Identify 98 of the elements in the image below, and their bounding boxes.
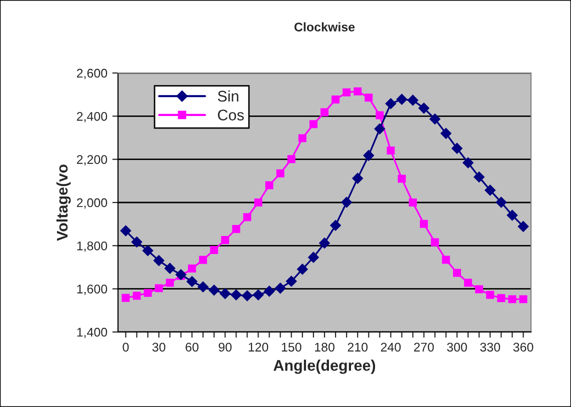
x-tick-label: 360 xyxy=(513,342,534,352)
point xyxy=(230,289,242,300)
x-tick-label: 0 xyxy=(122,342,129,352)
point xyxy=(386,146,395,154)
point xyxy=(374,123,386,134)
point xyxy=(153,255,164,266)
point xyxy=(442,256,450,264)
point xyxy=(142,245,154,256)
point xyxy=(385,98,396,110)
point xyxy=(418,102,430,114)
point xyxy=(274,282,286,294)
point xyxy=(186,276,198,287)
point xyxy=(265,181,274,190)
y-tick-label: 2,200 xyxy=(76,155,108,166)
point xyxy=(208,284,220,296)
point xyxy=(330,220,341,231)
point xyxy=(506,210,518,221)
point xyxy=(254,198,262,206)
legend-label: Sin xyxy=(218,90,238,102)
point xyxy=(519,295,528,304)
point xyxy=(452,142,462,154)
point xyxy=(429,114,440,124)
chart-title: Clockwise xyxy=(294,22,355,32)
point xyxy=(486,290,494,299)
y-tick-label: 1,600 xyxy=(77,284,108,295)
point xyxy=(309,120,318,128)
x-axis-title: Angle(degree) xyxy=(274,360,376,374)
point xyxy=(319,238,330,249)
point xyxy=(166,278,174,287)
point xyxy=(376,111,384,120)
legend-label: Cos xyxy=(218,110,244,120)
point xyxy=(332,96,340,104)
point xyxy=(122,294,130,302)
point xyxy=(354,87,362,96)
point xyxy=(508,295,516,304)
point xyxy=(364,94,373,102)
point xyxy=(131,236,142,248)
point xyxy=(398,174,406,183)
x-tick-label: 270 xyxy=(414,342,434,352)
point xyxy=(484,184,496,196)
point xyxy=(264,286,275,297)
x-tick-label: 210 xyxy=(348,342,368,352)
point xyxy=(518,221,529,232)
point xyxy=(430,238,439,246)
point xyxy=(407,94,418,106)
point xyxy=(475,285,484,294)
point xyxy=(252,289,264,300)
point xyxy=(298,134,306,142)
point xyxy=(164,262,176,274)
point xyxy=(132,292,141,300)
point xyxy=(420,220,428,228)
x-tick-label: 120 xyxy=(248,342,268,352)
y-tick-label: 1,400 xyxy=(77,328,108,338)
point xyxy=(154,284,163,292)
x-tick-label: 240 xyxy=(380,342,401,352)
point xyxy=(232,225,240,234)
point xyxy=(453,268,462,277)
point xyxy=(464,278,472,287)
x-tick-label: 180 xyxy=(315,342,334,352)
point xyxy=(120,225,132,236)
y-tick-label: 2,600 xyxy=(76,68,108,80)
x-tick-label: 330 xyxy=(480,342,500,352)
y-axis-title: Voltage(vo xyxy=(56,164,71,241)
point xyxy=(462,157,474,168)
point xyxy=(352,172,364,184)
point xyxy=(363,150,374,161)
x-tick-label: 90 xyxy=(218,342,232,352)
x-tick-label: 60 xyxy=(186,342,198,352)
point xyxy=(440,128,452,139)
point xyxy=(242,290,253,302)
point xyxy=(474,172,485,182)
point xyxy=(210,246,218,254)
point xyxy=(497,294,506,302)
point xyxy=(287,155,296,164)
point xyxy=(220,288,231,300)
point xyxy=(286,276,297,287)
point xyxy=(408,198,417,206)
point xyxy=(276,169,284,178)
point xyxy=(144,288,152,297)
point xyxy=(396,94,408,105)
point xyxy=(243,213,252,222)
x-tick-label: 150 xyxy=(282,342,302,352)
point xyxy=(296,264,308,275)
y-tick-label: 2,000 xyxy=(76,198,108,209)
point xyxy=(308,252,319,263)
point xyxy=(221,236,230,244)
point xyxy=(320,108,328,116)
y-tick-label: 2,400 xyxy=(76,112,108,122)
y-tick-label: 1,800 xyxy=(77,241,108,252)
point xyxy=(496,196,507,208)
point xyxy=(176,269,186,280)
point xyxy=(342,88,351,96)
point xyxy=(188,264,196,273)
x-tick-label: 30 xyxy=(152,342,166,352)
point xyxy=(199,256,208,264)
point xyxy=(341,196,352,208)
point xyxy=(198,281,208,292)
x-tick-label: 300 xyxy=(447,342,467,352)
